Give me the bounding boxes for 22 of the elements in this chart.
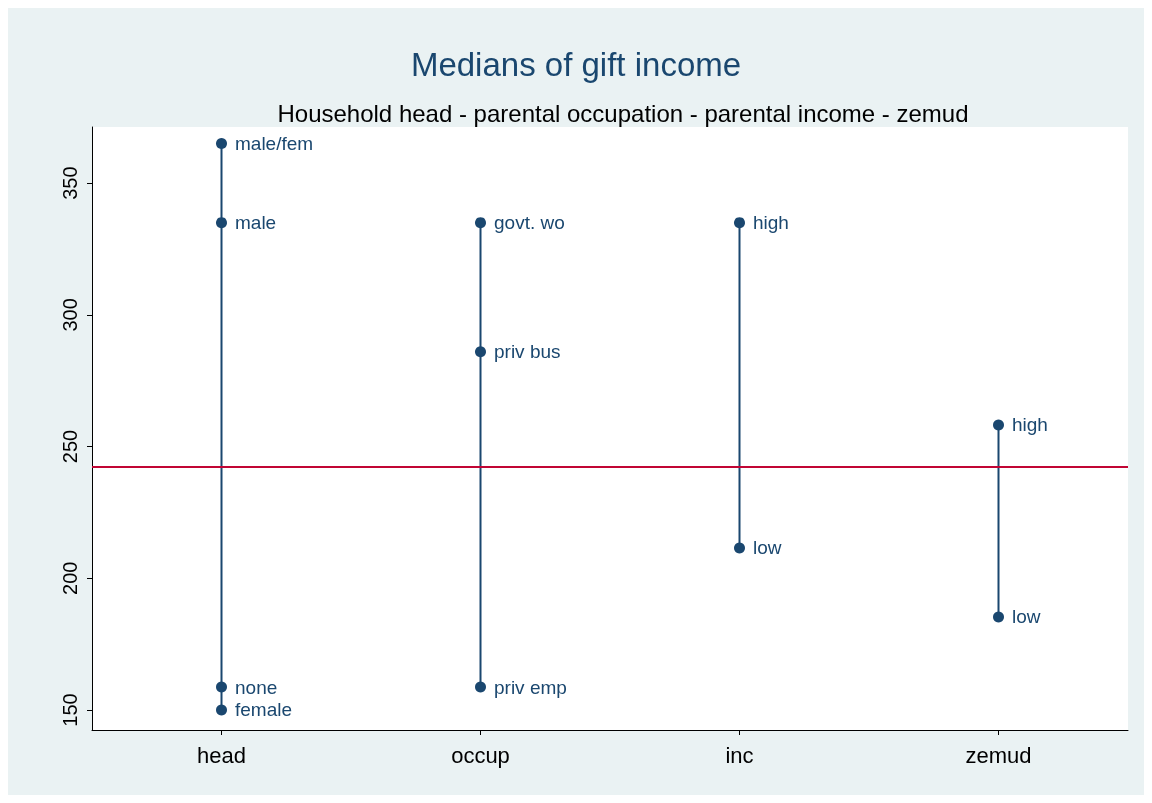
x-tick-label: zemud — [965, 742, 1032, 768]
data-label: govt. wo — [494, 212, 565, 234]
data-label: male/fem — [235, 133, 314, 155]
data-label: none — [235, 676, 278, 698]
y-tick-label: 300 — [59, 298, 81, 332]
x-tick-label: head — [197, 742, 246, 768]
data-label: low — [1012, 606, 1041, 628]
data-label: high — [753, 212, 789, 234]
chart-title: Medians of gift income — [410, 46, 742, 83]
data-label: female — [235, 699, 293, 721]
data-label: high — [1012, 414, 1048, 436]
chart-subtitle: Household head - parental occupation - parental income - zemud — [277, 99, 969, 127]
y-tick-label: 250 — [59, 429, 81, 464]
data-label: male — [235, 212, 277, 234]
x-tick-label: inc — [725, 742, 754, 768]
data-label: priv bus — [494, 341, 561, 363]
data-label: priv emp — [494, 676, 567, 698]
data-label: low — [753, 537, 782, 559]
y-tick-label: 200 — [59, 561, 81, 595]
x-tick-label: occup — [451, 742, 510, 768]
y-tick-label: 150 — [59, 693, 81, 727]
y-tick-label: 350 — [59, 166, 81, 200]
